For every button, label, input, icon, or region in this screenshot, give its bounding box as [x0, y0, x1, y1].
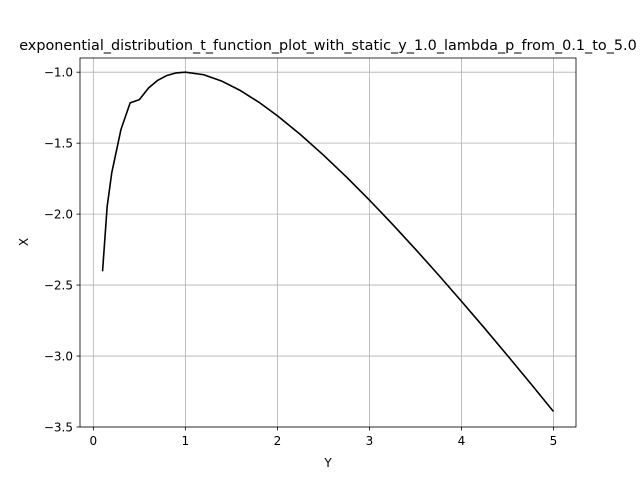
x-tick-label: 5 — [550, 434, 558, 448]
y-axis-ticks: −3.5 −3.0 −2.5 −2.0 −1.5 −1.0 — [44, 66, 80, 435]
y-tick-label: −3.5 — [44, 421, 73, 435]
grid — [80, 58, 576, 428]
x-tick-label: 1 — [182, 434, 190, 448]
series-line — [101, 71, 555, 413]
y-tick-label: −2.0 — [44, 208, 73, 222]
chart-title: exponential_distribution_t_function_plot… — [19, 38, 637, 54]
x-axis-ticks: 0 1 2 3 4 5 — [90, 427, 558, 448]
series — [101, 71, 555, 413]
x-tick-label: 2 — [274, 434, 282, 448]
y-tick-label: −2.5 — [44, 279, 73, 293]
y-axis-label: X — [17, 238, 31, 246]
x-tick-label: 3 — [366, 434, 374, 448]
plot-frame — [79, 57, 577, 428]
y-tick-label: −3.0 — [44, 350, 73, 364]
y-tick-label: −1.0 — [44, 66, 73, 80]
x-tick-label: 4 — [458, 434, 466, 448]
x-axis-label: Y — [323, 456, 332, 470]
y-tick-label: −1.5 — [44, 137, 73, 151]
x-tick-label: 0 — [90, 434, 98, 448]
